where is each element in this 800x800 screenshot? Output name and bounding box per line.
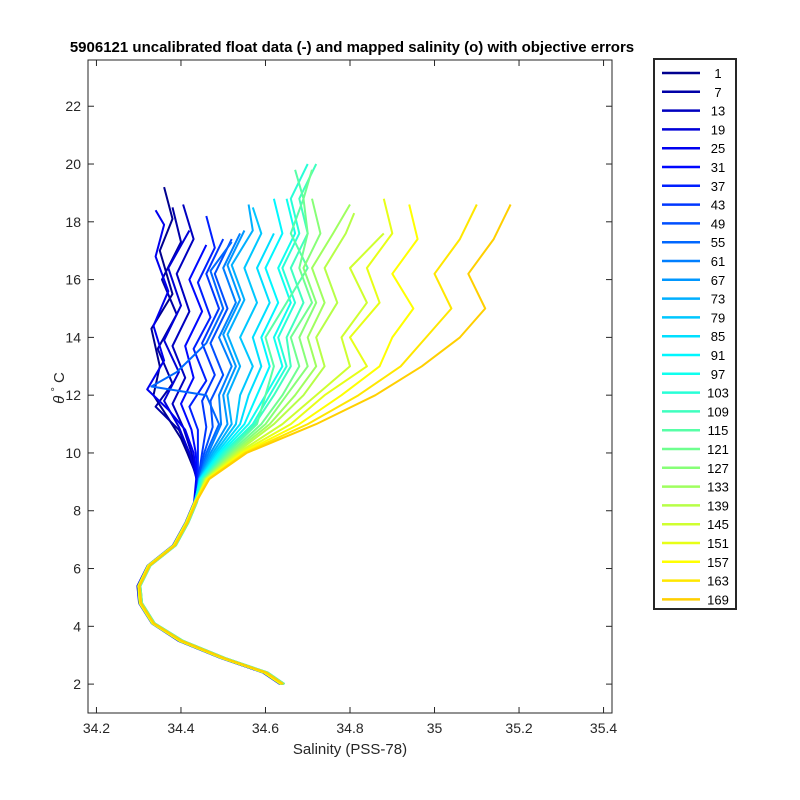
legend-item-13: 13 [662,104,725,119]
y-tick-label: 2 [73,676,81,692]
legend-label: 67 [711,273,725,288]
y-axis-label: θ ° C [46,372,68,404]
legend-item-19: 19 [662,122,725,137]
legend: 1 7 13 19 25 31 37 43 49 55 61 67 73 79 85 91 97 103 109 11… [653,58,737,610]
legend-label: 73 [711,292,725,307]
legend-box [653,58,737,610]
legend-item-91: 91 [662,348,725,363]
legend-item-115: 115 [662,423,728,438]
legend-label: 37 [711,179,725,194]
legend-item-121: 121 [662,442,729,457]
legend-item-67: 67 [662,273,725,288]
legend-item-73: 73 [662,292,725,307]
legend-label: 31 [711,160,725,175]
legend-item-151: 151 [662,536,729,551]
legend-label: 157 [707,555,729,570]
legend-item-25: 25 [662,141,725,156]
legend-label: 19 [711,122,725,137]
y-axis-label-unit: C [51,372,68,383]
y-axis-label-degree: ° [50,387,62,391]
plot-area: 34.2 34.4 34.6 34.8 35 35.2 35.4 2 4 6 8 10 12 14 16 1… [65,59,617,736]
legend-item-55: 55 [662,235,725,250]
legend-item-1: 1 [662,66,722,81]
y-tick-label: 22 [65,98,81,114]
legend-item-109: 109 [662,404,729,419]
legend-label: 127 [707,461,729,476]
legend-label: 163 [707,574,729,589]
y-tick-label: 6 [73,561,81,577]
legend-label: 91 [711,348,725,363]
legend-item-79: 79 [662,310,725,325]
y-tick-label: 16 [65,272,81,288]
legend-item-157: 157 [662,555,729,570]
x-axis-ticks: 34.2 34.4 34.6 34.8 35 35.2 35.4 [83,60,617,736]
legend-label: 79 [711,310,725,325]
legend-item-127: 127 [662,461,729,476]
legend-label: 133 [707,480,729,495]
x-tick-label: 35 [427,720,443,736]
plot-background [88,60,612,713]
legend-item-103: 103 [662,386,729,401]
series-line-169 [138,204,512,685]
series-layer [136,163,512,685]
x-tick-label: 34.2 [83,720,110,736]
x-tick-label: 35.4 [590,720,617,736]
legend-label: 169 [707,592,729,607]
legend-item-61: 61 [662,254,725,269]
legend-label: 145 [707,517,729,532]
x-axis-label: Salinity (PSS-78) [293,741,407,758]
legend-label: 7 [714,85,721,100]
y-tick-label: 8 [73,503,81,519]
legend-label: 121 [707,442,729,457]
legend-item-7: 7 [662,85,722,100]
legend-item-163: 163 [662,574,729,589]
x-tick-label: 35.2 [505,720,532,736]
y-tick-label: 18 [65,214,81,230]
legend-item-85: 85 [662,329,725,344]
x-tick-label: 34.4 [167,720,194,736]
legend-label: 13 [711,104,725,119]
legend-item-139: 139 [662,498,729,513]
legend-item-49: 49 [662,216,725,231]
legend-label: 151 [707,536,729,551]
legend-label: 109 [707,404,729,419]
legend-label: 25 [711,141,725,156]
legend-item-145: 145 [662,517,729,532]
legend-label: 97 [711,367,725,382]
legend-item-31: 31 [662,160,725,175]
y-axis-label-symbol: θ [51,396,68,404]
legend-items: 1 7 13 19 25 31 37 43 49 55 61 67 73 79 85 91 97 103 109 11… [662,66,729,607]
legend-label: 139 [707,498,729,513]
y-tick-label: 14 [65,329,81,345]
legend-label: 1 [714,66,721,81]
legend-label: 43 [711,198,725,213]
legend-item-37: 37 [662,179,725,194]
y-tick-label: 12 [65,387,81,403]
x-tick-label: 34.8 [336,720,363,736]
legend-label: 85 [711,329,725,344]
y-tick-label: 10 [65,445,81,461]
legend-item-133: 133 [662,480,729,495]
legend-item-97: 97 [662,367,725,382]
chart-title: 5906121 uncalibrated float data (-) and … [70,39,634,56]
legend-item-169: 169 [662,592,729,607]
legend-label: 49 [711,216,725,231]
legend-label: 61 [711,254,725,269]
y-tick-label: 4 [73,618,81,634]
y-tick-label: 20 [65,156,81,172]
legend-label: 55 [711,235,725,250]
legend-item-43: 43 [662,198,725,213]
legend-label: 115 [708,423,729,438]
x-tick-label: 34.6 [252,720,279,736]
legend-label: 103 [707,386,729,401]
y-axis-ticks: 2 4 6 8 10 12 14 16 18 20 22 [65,98,612,692]
